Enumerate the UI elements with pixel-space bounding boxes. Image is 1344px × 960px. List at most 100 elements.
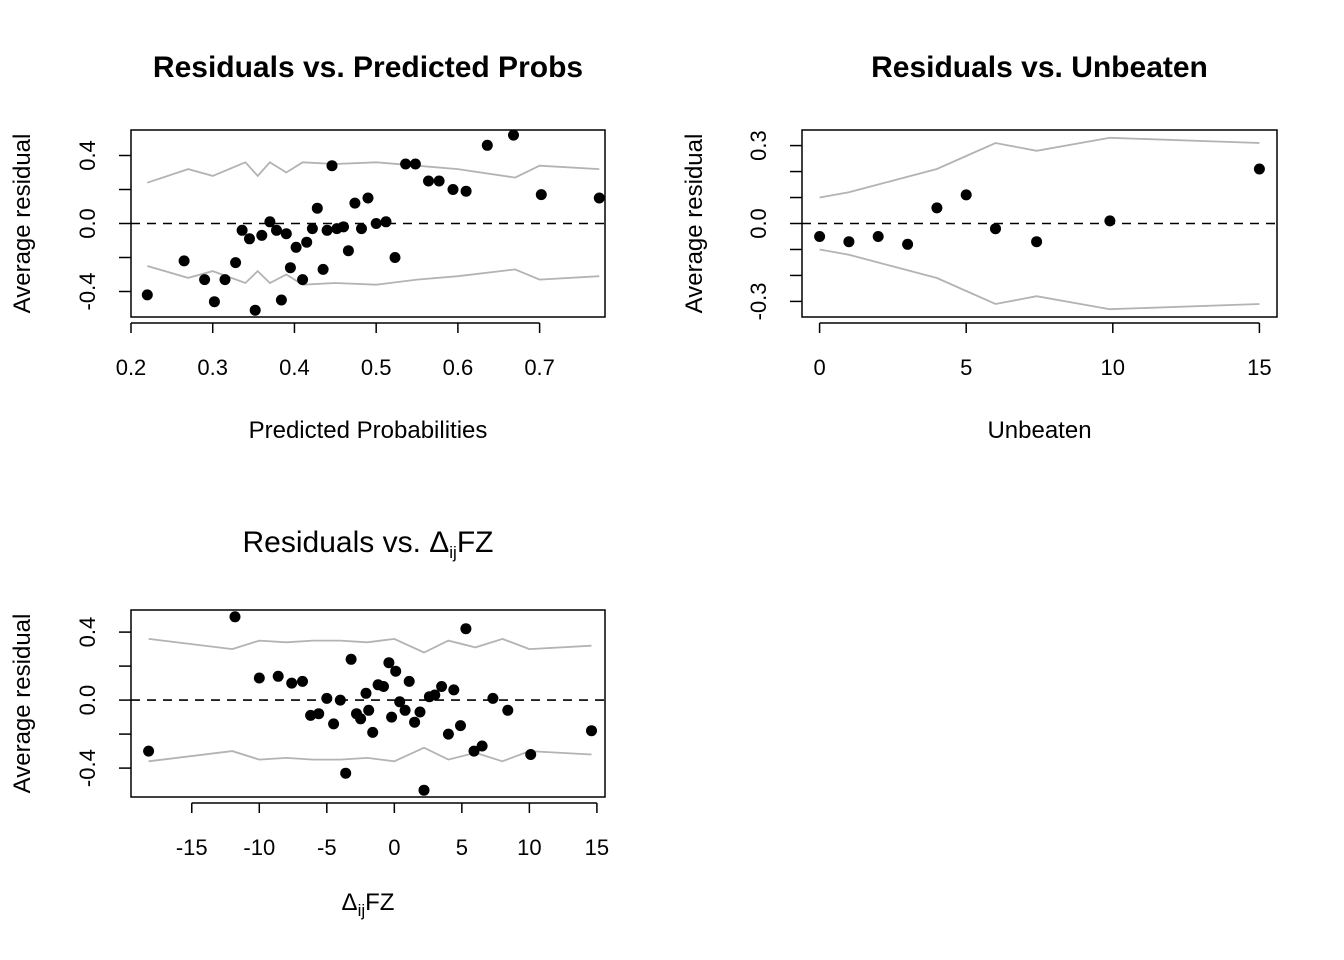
- data-point: [586, 725, 597, 737]
- data-point: [1253, 163, 1265, 175]
- data-point: [143, 745, 155, 757]
- x-tick-label: 5: [960, 355, 972, 380]
- y-tick-label: -0.4: [75, 273, 100, 311]
- data-point: [362, 192, 374, 204]
- data-point: [409, 716, 421, 728]
- lower-band-line: [819, 248, 1260, 311]
- x-tick-label: -15: [176, 835, 208, 860]
- data-point: [297, 274, 309, 286]
- data-point: [321, 692, 333, 704]
- data-point: [229, 611, 241, 623]
- data-point: [814, 231, 826, 242]
- data-point: [370, 218, 382, 229]
- y-tick-label: 0.4: [75, 617, 100, 648]
- data-point: [317, 263, 329, 275]
- data-point: [447, 184, 459, 195]
- data-point: [455, 720, 466, 732]
- data-point: [284, 262, 296, 274]
- lower-band-line: [148, 746, 592, 763]
- data-point: [338, 221, 349, 233]
- x-tick-label: 5: [456, 835, 468, 860]
- chart-title: Residuals vs. Predicted Probs: [153, 51, 583, 84]
- data-point: [313, 708, 325, 720]
- data-point: [390, 665, 402, 677]
- data-point: [345, 653, 357, 665]
- data-point: [356, 223, 367, 235]
- x-tick-label: 15: [585, 835, 609, 860]
- data-point: [386, 711, 398, 723]
- data-point: [460, 185, 472, 197]
- text-part: FZ: [457, 526, 494, 559]
- data-point: [418, 784, 430, 796]
- data-point: [272, 670, 284, 682]
- data-point: [367, 726, 379, 738]
- data-point: [409, 158, 421, 170]
- data-point: [535, 189, 547, 201]
- data-point: [448, 684, 460, 696]
- data-point: [326, 160, 338, 172]
- data-point: [468, 745, 480, 757]
- data-point: [249, 304, 261, 316]
- data-point: [990, 223, 1001, 235]
- upper-band-line: [819, 136, 1260, 199]
- x-tick-label: -5: [317, 835, 337, 860]
- data-point: [423, 175, 434, 187]
- data-point: [280, 228, 292, 240]
- data-point: [334, 694, 346, 706]
- data-point: [414, 706, 426, 718]
- data-point: [380, 216, 392, 228]
- x-tick-label: 0: [388, 835, 400, 860]
- x-tick-label: 0.7: [524, 355, 555, 380]
- x-tick-label: 0.5: [361, 355, 392, 380]
- data-point: [141, 289, 153, 301]
- data-point: [363, 704, 375, 716]
- data-point: [275, 294, 287, 306]
- text-part: FZ: [365, 889, 394, 916]
- data-point: [271, 224, 282, 236]
- x-tick-label: 0.2: [116, 355, 147, 380]
- panel-2: Residuals vs. Unbeaten 0 5 10 15 -0.3 0.0 0.3 Un…: [681, 51, 1278, 444]
- x-tick-label: 10: [1101, 355, 1125, 380]
- data-point: [389, 252, 401, 263]
- data-point: [383, 657, 395, 669]
- lower-band-line: [147, 265, 600, 286]
- y-axis-label: Average residual: [681, 134, 708, 314]
- data-point: [256, 229, 268, 241]
- data-point: [1104, 215, 1116, 227]
- x-tick-label: 15: [1247, 355, 1271, 380]
- data-point: [593, 192, 605, 204]
- data-point: [297, 675, 308, 687]
- y-tick-label: 0.0: [75, 685, 100, 716]
- data-point: [429, 689, 441, 701]
- data-point: [476, 740, 488, 752]
- upper-band-line: [148, 637, 592, 654]
- data-point: [378, 681, 389, 692]
- data-point: [508, 129, 519, 141]
- data-point: [442, 728, 454, 740]
- data-point: [219, 274, 231, 286]
- y-tick-label: -0.3: [746, 282, 771, 320]
- data-point: [253, 672, 265, 684]
- data-point: [321, 224, 333, 236]
- plot-frame: [130, 609, 606, 798]
- data-point: [872, 231, 884, 242]
- text-part: Residuals vs. Δ: [243, 526, 450, 559]
- data-point: [502, 704, 514, 716]
- data-point: [902, 238, 914, 250]
- data-point: [399, 704, 411, 716]
- x-tick-label: 10: [517, 835, 541, 860]
- x-tick-label: -10: [243, 835, 275, 860]
- data-point: [487, 692, 499, 704]
- x-tick-label: 0: [813, 355, 825, 380]
- data-point: [960, 189, 972, 201]
- data-point: [481, 139, 493, 151]
- y-tick-label: 0.4: [75, 140, 100, 171]
- subscript-ij: ij: [358, 901, 366, 920]
- data-point: [311, 202, 323, 214]
- data-point: [360, 687, 372, 699]
- data-point: [199, 274, 211, 286]
- y-tick-label: 0.0: [746, 208, 771, 239]
- data-point: [178, 255, 190, 267]
- data-point: [931, 202, 943, 214]
